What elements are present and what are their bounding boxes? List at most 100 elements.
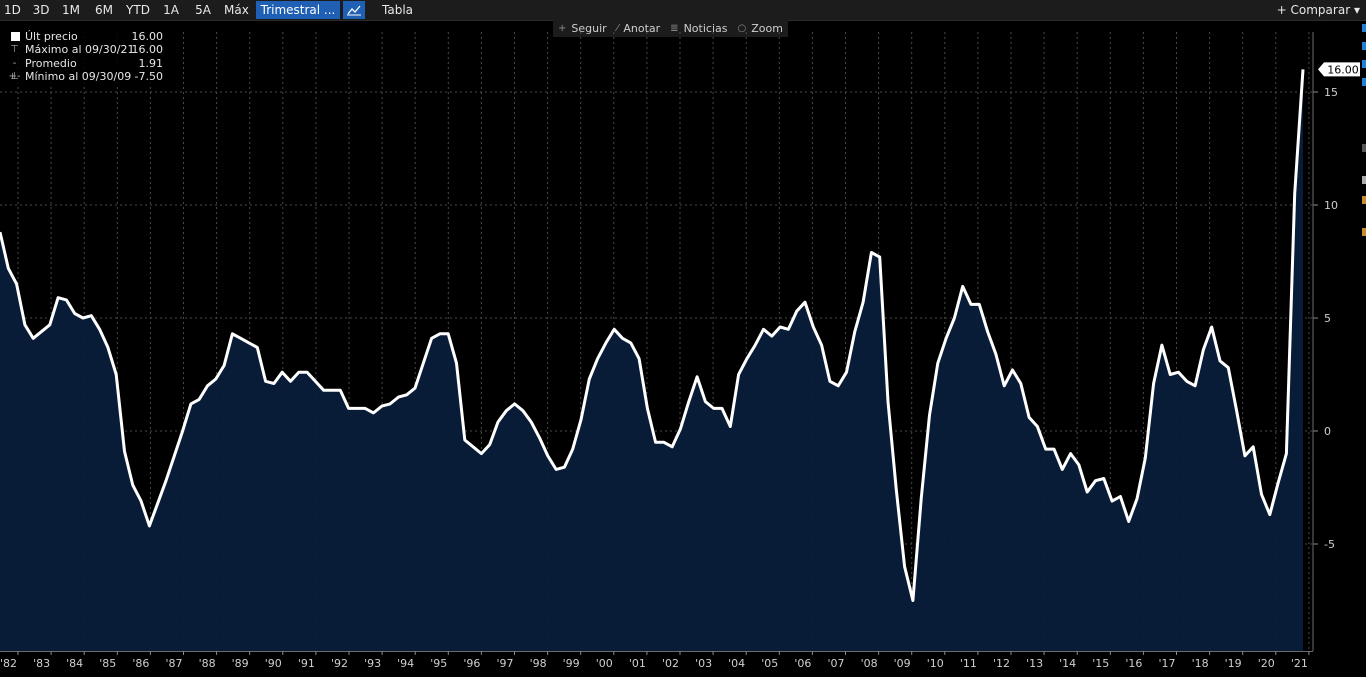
min-marker-icon: ⊥: [10, 71, 19, 82]
x-tick-label: '00: [596, 657, 613, 670]
x-tick-label: '17: [1158, 657, 1175, 670]
chart-area[interactable]: -5 0 5 10 15 '82 '83 '84 '85 '86 '87 '88 '89 '90 '91 '9…: [0, 20, 1366, 677]
legend-max-value: 16.00: [131, 43, 164, 56]
side-marker: [1362, 144, 1366, 152]
legend-max-label: Máximo al 09/30/21: [25, 43, 135, 56]
tool-noticias[interactable]: ≣ Noticias: [665, 20, 732, 37]
legend-last-label: Últ precio: [25, 30, 78, 43]
line-chart-icon: [347, 5, 361, 16]
x-tick-label: '91: [298, 657, 315, 670]
x-tick-label: '87: [165, 657, 182, 670]
x-tick-label: '21: [1291, 657, 1308, 670]
series-area: [0, 69, 1303, 651]
table-button[interactable]: Tabla: [382, 3, 414, 17]
chart-type-button[interactable]: [343, 1, 365, 19]
x-tick-label: '11: [960, 657, 977, 670]
compare-button[interactable]: + Comparar ▾: [1277, 1, 1360, 19]
range-button-3[interactable]: 6M: [95, 3, 113, 17]
x-tick-label: '08: [861, 657, 878, 670]
y-tick-label: -5: [1324, 538, 1335, 551]
x-tick-label: '90: [265, 657, 282, 670]
x-tick-label: '93: [364, 657, 381, 670]
legend-row-max: ⊤ Máximo al 09/30/21 16.00: [6, 43, 163, 56]
side-marker: [1362, 196, 1366, 204]
tool-zoom[interactable]: ○ Zoom: [732, 20, 787, 37]
chart-tools: + Seguir ⁄ Anotar ≣ Noticias ○ Zoom: [553, 20, 788, 37]
range-button-7[interactable]: Máx: [224, 3, 249, 17]
average-marker-icon: -+-: [8, 58, 21, 82]
x-tick-label: '20: [1258, 657, 1275, 670]
pencil-icon: ⁄: [616, 23, 619, 34]
x-tick-label: '85: [99, 657, 116, 670]
range-button-0[interactable]: 1D: [4, 3, 21, 17]
side-panel-edge: [1358, 20, 1366, 677]
range-button-6[interactable]: 5A: [195, 3, 211, 17]
legend-row-min: ⊥ Mínimo al 09/30/09 -7.50: [6, 70, 163, 83]
x-tick-label: '07: [827, 657, 844, 670]
x-tick-label: '84: [66, 657, 83, 670]
x-tick-label: '89: [232, 657, 249, 670]
x-tick-label: '18: [1192, 657, 1209, 670]
tool-anotar[interactable]: ⁄ Anotar: [612, 20, 665, 37]
news-icon: ≣: [670, 23, 679, 34]
x-tick-label: '82: [0, 657, 17, 670]
x-tick-label: '06: [794, 657, 811, 670]
x-tick-label: '01: [629, 657, 646, 670]
crosshair-icon: +: [558, 23, 567, 34]
legend-panel: Últ precio 16.00 ⊤ Máximo al 09/30/21 16…: [0, 28, 166, 86]
tool-seguir[interactable]: + Seguir: [553, 20, 612, 37]
x-tick-label: '03: [695, 657, 712, 670]
x-tick-label: '86: [132, 657, 149, 670]
x-tick-label: '04: [728, 657, 745, 670]
legend-avg-label: Promedio: [25, 57, 77, 70]
y-tick-label: 15: [1324, 86, 1338, 99]
x-tick-label: '15: [1092, 657, 1109, 670]
x-tick-label: '94: [397, 657, 414, 670]
x-tick-label: '88: [199, 657, 216, 670]
side-marker: [1362, 176, 1366, 184]
y-tick-label: 5: [1324, 312, 1331, 325]
magnifier-icon: ○: [737, 23, 747, 34]
range-button-1[interactable]: 3D: [32, 3, 50, 17]
tool-label: Anotar: [623, 22, 661, 35]
x-tick-label: '99: [563, 657, 580, 670]
x-tick-label: '92: [331, 657, 348, 670]
side-marker: [1362, 42, 1366, 50]
x-tick-label: '16: [1125, 657, 1142, 670]
x-tick-label: '02: [662, 657, 679, 670]
chevron-down-icon: ▾: [1353, 3, 1360, 17]
series-swatch: [11, 32, 20, 41]
x-tick-label: '19: [1225, 657, 1242, 670]
x-axis-band: [0, 651, 1366, 677]
range-button-4[interactable]: YTD: [126, 3, 150, 17]
side-marker: [1362, 60, 1366, 68]
range-button-8[interactable]: Trimestral ...: [256, 1, 340, 19]
series-line[interactable]: [0, 69, 1305, 602]
tool-label: Noticias: [683, 22, 728, 35]
x-tick-label: '83: [33, 657, 50, 670]
range-button-2[interactable]: 1M: [62, 3, 80, 17]
side-marker: [1362, 24, 1366, 32]
x-tick-label: '14: [1059, 657, 1076, 670]
legend-avg-value: 1.91: [138, 57, 164, 70]
max-marker-icon: ⊤: [10, 44, 19, 55]
range-button-5[interactable]: 1A: [163, 3, 179, 17]
tool-label: Seguir: [571, 22, 607, 35]
x-tick-label: '09: [894, 657, 911, 670]
x-tick-label: '97: [496, 657, 513, 670]
top-toolbar: 1D 3D 1M 6M YTD 1A 5A Máx Trimestral ... Tabla +…: [0, 0, 1366, 21]
x-tick-label: '13: [1026, 657, 1043, 670]
legend-min-label: Mínimo al 09/30/09: [25, 70, 132, 83]
side-marker: [1362, 78, 1366, 86]
legend-row-last: Últ precio 16.00: [6, 30, 163, 43]
x-tick-label: '05: [761, 657, 778, 670]
x-tick-label: '95: [430, 657, 447, 670]
side-marker: [1362, 228, 1366, 236]
compare-label: + Comparar: [1276, 3, 1351, 17]
legend-row-avg: -+- Promedio 1.91: [6, 57, 164, 82]
x-tick-label: '98: [530, 657, 547, 670]
last-value-box: [1318, 62, 1360, 77]
x-tick-label: '12: [993, 657, 1010, 670]
y-tick-label: 0: [1324, 425, 1331, 438]
legend-min-value: -7.50: [134, 70, 163, 83]
